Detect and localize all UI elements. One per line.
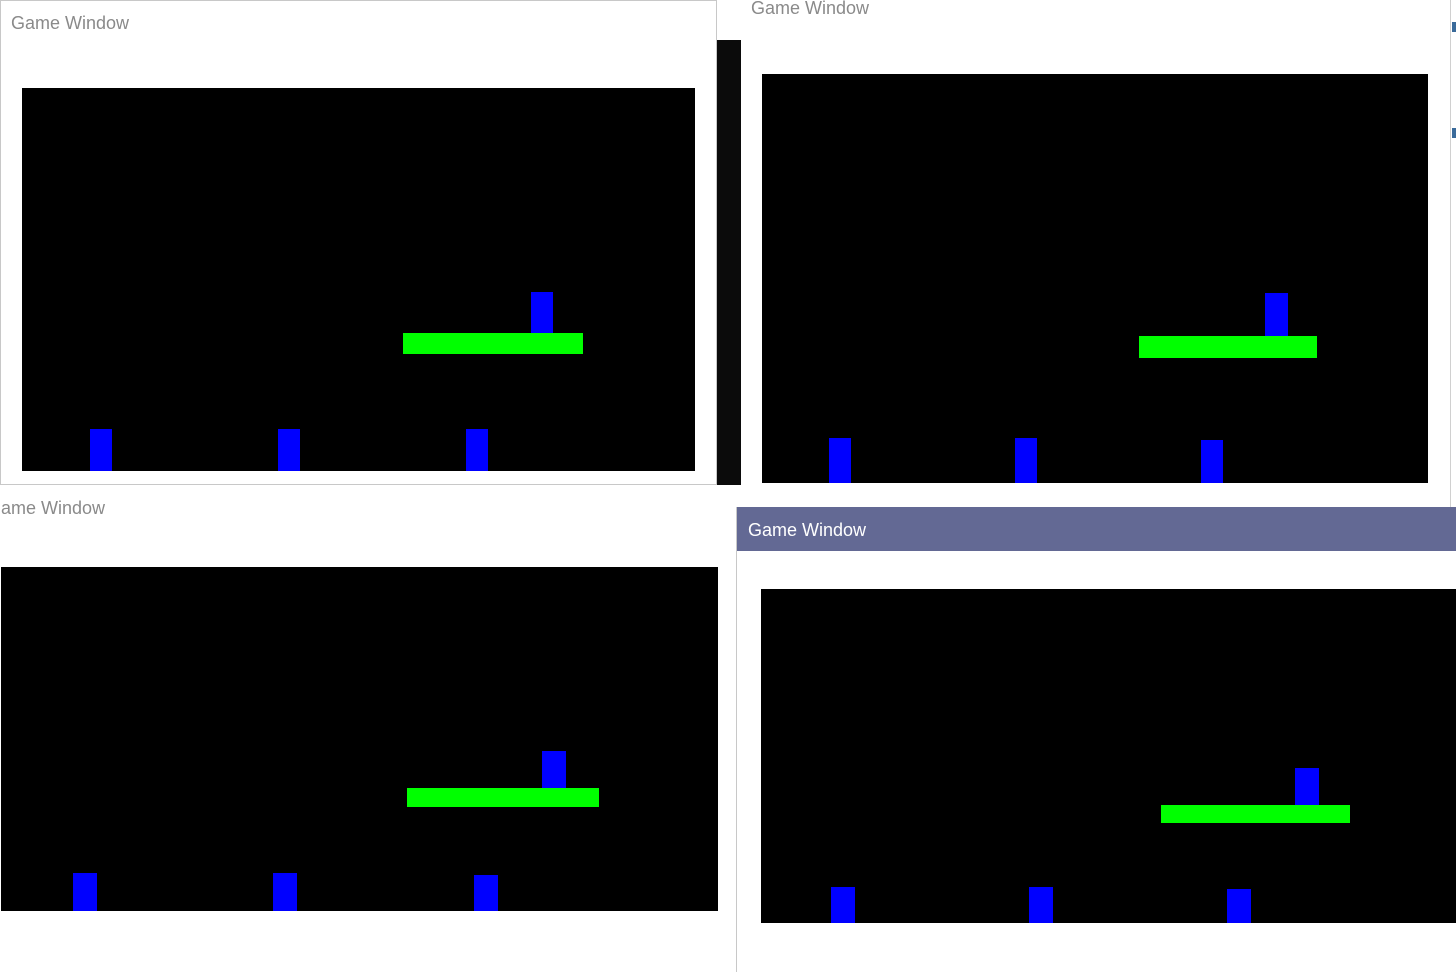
desktop-backdrop — [717, 40, 741, 485]
obstacle — [73, 873, 97, 911]
game-window-top-left[interactable]: Game Window — [0, 0, 717, 485]
platform — [407, 788, 599, 807]
player — [531, 292, 553, 333]
obstacle — [466, 429, 488, 471]
obstacle — [829, 438, 851, 483]
game-window-bottom-left[interactable]: Game Window — [0, 485, 737, 972]
game-window-top-right[interactable]: Game Window — [741, 0, 1450, 509]
title-bar[interactable]: Game Window — [1, 1, 716, 45]
game-canvas[interactable] — [761, 589, 1456, 923]
player — [542, 751, 566, 788]
window-title: Game Window — [0, 498, 106, 518]
game-canvas[interactable] — [22, 88, 695, 471]
obstacle — [1029, 887, 1053, 923]
title-bar[interactable]: Game Window — [0, 485, 737, 529]
title-bar[interactable]: Game Window — [737, 507, 1456, 551]
game-canvas[interactable] — [1, 567, 718, 911]
obstacle — [1227, 889, 1251, 923]
game-canvas[interactable] — [762, 74, 1428, 483]
platform — [403, 333, 583, 354]
game-window-bottom-right[interactable]: Game Window — [736, 507, 1456, 972]
platform — [1161, 805, 1350, 823]
obstacle — [90, 429, 112, 471]
obstacle — [273, 873, 297, 911]
title-bar[interactable]: Game Window — [741, 0, 1450, 31]
obstacle — [474, 875, 498, 911]
background-window-edge — [1450, 0, 1456, 510]
scroll-marker — [1452, 22, 1456, 32]
scroll-marker — [1452, 128, 1456, 138]
window-title: Game Window — [11, 13, 130, 33]
window-title: Game Window — [751, 0, 870, 18]
window-title: Game Window — [748, 520, 867, 540]
obstacle — [1201, 440, 1223, 483]
player — [1295, 768, 1319, 805]
obstacle — [278, 429, 300, 471]
obstacle — [831, 887, 855, 923]
obstacle — [1015, 438, 1037, 483]
platform — [1139, 336, 1317, 358]
player — [1265, 293, 1288, 336]
